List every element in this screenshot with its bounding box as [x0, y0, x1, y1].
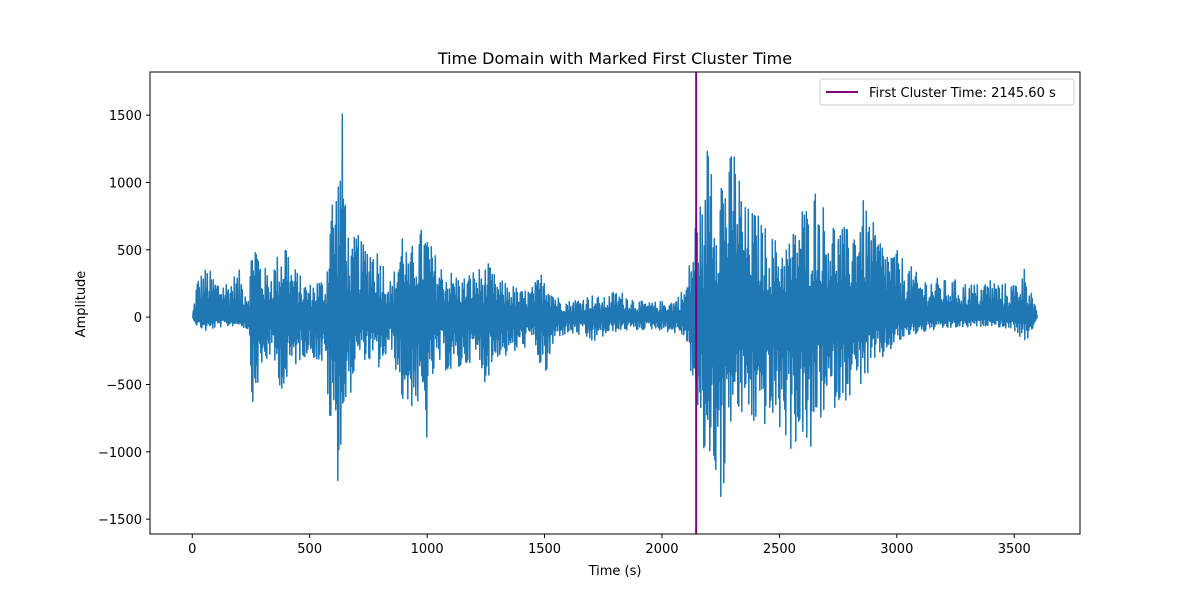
- y-tick-label: −1000: [98, 446, 142, 461]
- y-tick-label: 0: [134, 311, 142, 326]
- legend: First Cluster Time: 2145.60 s: [819, 78, 1075, 106]
- y-tick-label: −500: [106, 378, 142, 393]
- x-tick-label: 2000: [645, 542, 678, 557]
- x-tick-label: 2500: [763, 542, 796, 557]
- x-tick-label: 1000: [411, 542, 444, 557]
- legend-marker-label: First Cluster Time: 2145.60 s: [869, 86, 1056, 101]
- x-tick-label: 0: [188, 542, 196, 557]
- y-axis-label: Amplitude: [74, 271, 89, 338]
- legend-box: [819, 78, 1075, 106]
- y-tick-label: −1500: [98, 513, 142, 528]
- plot-frame: [149, 71, 1081, 535]
- x-tick-label: 3000: [880, 542, 913, 557]
- signal-line: [191, 113, 1039, 498]
- chart-title: Time Domain with Marked First Cluster Ti…: [437, 49, 792, 68]
- y-tick-label: 1000: [109, 176, 142, 191]
- plot-area: [191, 72, 1039, 534]
- x-axis-label: Time (s): [588, 564, 642, 579]
- y-tick-label: 500: [117, 244, 142, 259]
- x-tick-label: 500: [297, 542, 322, 557]
- y-tick-label: 1500: [109, 109, 142, 124]
- x-tick-label: 1500: [528, 542, 561, 557]
- axes: 0 500 1000 1500 2000 2500 3000 3500 −1500 −1000 −5…: [98, 71, 1081, 557]
- x-tick-label: 3500: [998, 542, 1031, 557]
